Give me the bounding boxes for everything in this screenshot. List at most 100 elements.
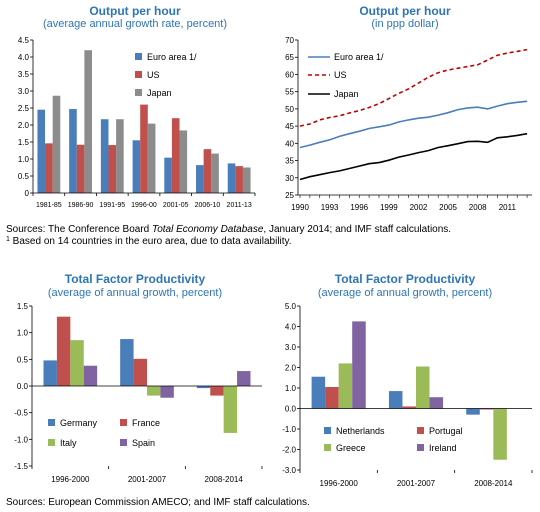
bar [45, 143, 53, 193]
y-tick-label: 2.0 [18, 121, 30, 130]
y-tick-label: 3.5 [18, 70, 30, 79]
y-tick-label: 45 [285, 122, 294, 131]
bar [108, 145, 117, 193]
legend-label: Netherlands [336, 426, 385, 436]
legend-label: Japan [334, 89, 359, 99]
legend-label: US [334, 70, 347, 80]
bar [479, 408, 494, 410]
legend-swatch [324, 444, 331, 451]
x-tick-label: 2008-2014 [474, 479, 513, 488]
legend-label: Ireland [429, 443, 457, 453]
series-line [299, 132, 528, 181]
y-tick-label: 0.5 [17, 355, 29, 364]
bar [196, 165, 204, 193]
y-tick-label: 0.0 [285, 405, 297, 414]
footnote-text: Based on 14 countries in the euro area, … [9, 236, 292, 247]
bar [242, 167, 251, 193]
bar [43, 360, 57, 386]
bar [147, 123, 156, 193]
legend-swatch [48, 439, 55, 446]
output-level-panel: Output per hour (in ppp dollar) 25 30 35 40… [270, 0, 540, 222]
legend-label: Spain [132, 438, 155, 448]
y-tick-label: 1.0 [17, 329, 29, 338]
legend-swatch [120, 439, 127, 446]
note-source-name: Total Economy Database [152, 224, 264, 235]
y-tick-label: 4.0 [285, 323, 297, 332]
y-tick-label: 0.0 [17, 382, 29, 391]
x-tick-label: 2005 [439, 203, 457, 212]
chart-title: Output per hour [89, 4, 181, 18]
y-tick-label: 0 [25, 189, 30, 198]
legend-label: Greece [336, 443, 366, 453]
bar [116, 119, 124, 193]
x-tick-label: 1993 [321, 203, 339, 212]
chart-title: Total Factor Productivity [64, 272, 206, 286]
y-tick-label: 1.5 [18, 138, 30, 147]
legend-swatch [417, 444, 424, 451]
bar [147, 386, 161, 396]
bar [388, 391, 403, 409]
bar [493, 408, 507, 460]
chart-subtitle: (average of annual growth, percent) [47, 287, 223, 299]
tfp-panel-right: Total Factor Productivity (average of an… [270, 268, 540, 492]
chart-title: Output per hour [359, 4, 451, 18]
y-tick-label: 5.0 [285, 302, 297, 311]
bar [120, 339, 134, 386]
y-tick-label: 35 [285, 157, 294, 166]
note-text: Sources: The Conference Board [6, 224, 153, 235]
x-tick-label: 2008 [469, 203, 487, 212]
bar [179, 130, 188, 193]
bar [429, 397, 444, 409]
footnote-mark: 1 [6, 236, 10, 243]
bar [37, 109, 46, 193]
x-tick-label: 1996-2000 [51, 475, 90, 484]
y-tick-label: 55 [285, 88, 294, 97]
chart-subtitle: (average of annual growth, percent) [317, 287, 493, 299]
y-tick-label: 4.5 [18, 36, 30, 45]
legend-label: Euro area 1/ [147, 52, 197, 62]
y-tick-label: 1.0 [18, 155, 30, 164]
y-tick-label: 60 [285, 70, 294, 79]
bar [311, 376, 326, 409]
bar [210, 386, 224, 396]
bar [235, 166, 243, 193]
legend-swatch [417, 427, 424, 434]
x-tick-label: 1990 [291, 203, 309, 212]
legend-label: US [147, 70, 160, 80]
y-tick-label: -0.5 [14, 409, 28, 418]
bar [352, 321, 366, 409]
sources-note-bottom: Sources: European Commission AMECO; and … [6, 497, 310, 508]
x-tick-label: 2008-2014 [205, 475, 244, 484]
bar [223, 386, 238, 433]
x-tick-label: 1986-90 [68, 202, 94, 209]
bar [227, 163, 236, 193]
y-tick-label: 50 [285, 105, 294, 114]
tfp-chart-right: -3.0 -2.0 -1.0 0.0 1.0 2.0 3.0 4.0 5.0 1996-2000 2… [282, 302, 533, 488]
x-tick-label: 1981-85 [36, 202, 62, 209]
bar [160, 386, 174, 398]
legend-label: Portugal [429, 426, 463, 436]
sources-note-top: Sources: The Conference Board Total Econ… [6, 224, 451, 236]
y-tick-label: 3.0 [285, 343, 297, 352]
chart-subtitle: (in ppp dollar) [371, 18, 439, 30]
chart-subtitle: (average annual growth rate, percent) [42, 18, 228, 30]
legend-label: Japan [147, 88, 172, 98]
x-tick-label: 2011-13 [227, 202, 252, 209]
y-tick-label: -2.0 [282, 446, 296, 455]
note-text: , January 2014; and IMF staff calculatio… [263, 224, 452, 235]
tfp-panel-left: Total Factor Productivity (average of an… [0, 268, 270, 492]
y-tick-label: 3.0 [18, 87, 30, 96]
x-tick-label: 1996-00 [131, 202, 157, 209]
y-tick-label: 65 [285, 53, 294, 62]
legend-label: Germany [60, 418, 98, 428]
legend-swatch [48, 419, 55, 426]
legend-swatch [135, 71, 142, 78]
bar [132, 140, 141, 193]
legend-swatch [135, 53, 142, 60]
y-tick-label: 0.5 [18, 172, 30, 181]
chart-title: Total Factor Productivity [334, 272, 476, 286]
bar [84, 50, 92, 194]
x-tick-label: 2001-05 [163, 202, 189, 209]
legend-label: Euro area 1/ [334, 52, 384, 62]
x-tick-label: 2002 [410, 203, 428, 212]
